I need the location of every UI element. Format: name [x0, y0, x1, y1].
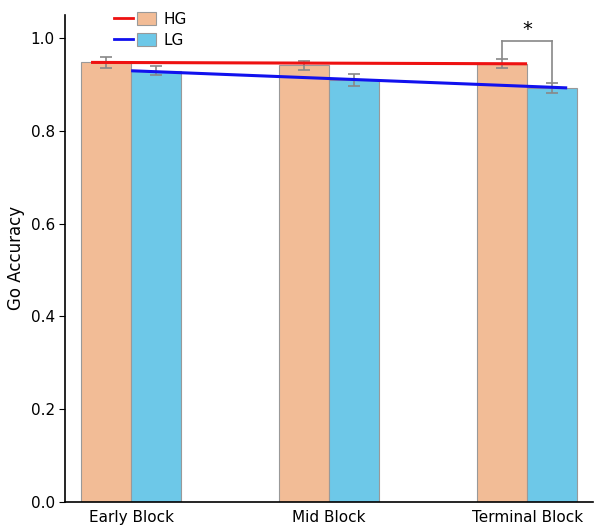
Text: *: *: [522, 20, 532, 39]
Bar: [81, 62, 131, 502]
Y-axis label: Go Accuracy: Go Accuracy: [7, 206, 25, 311]
Bar: [527, 88, 577, 502]
Bar: [131, 71, 181, 502]
Bar: [279, 65, 329, 502]
Bar: [477, 64, 527, 502]
Bar: [329, 80, 379, 502]
Legend: HG, LG: HG, LG: [107, 5, 193, 54]
